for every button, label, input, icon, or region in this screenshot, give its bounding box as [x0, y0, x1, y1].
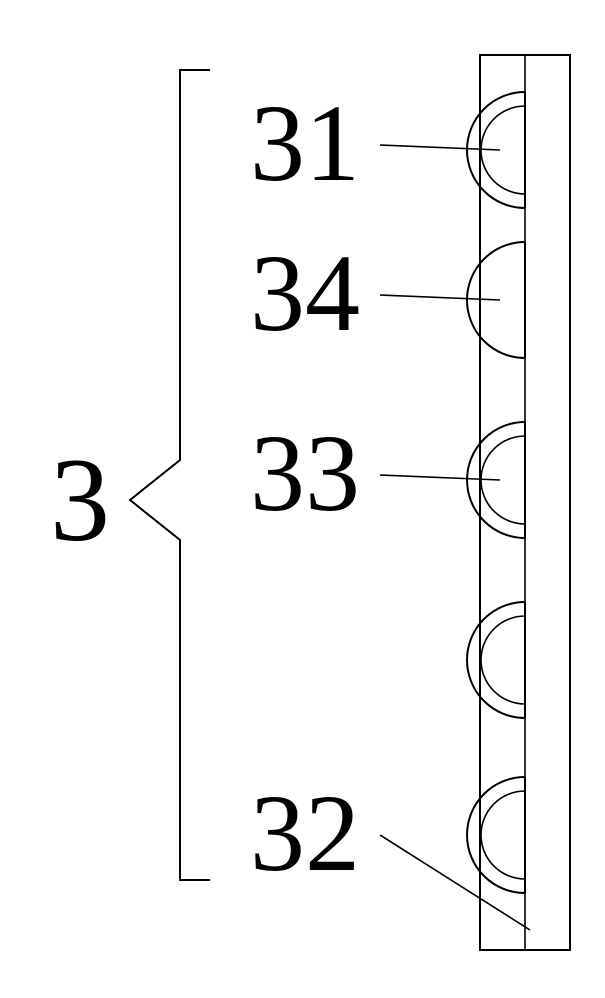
label-l31: 31 — [250, 82, 360, 204]
brace — [130, 70, 210, 880]
label-l34: 34 — [250, 232, 360, 354]
leader-l34 — [380, 295, 500, 300]
label-l32: 32 — [250, 772, 360, 894]
leader-l32 — [380, 835, 530, 930]
dome-outer — [467, 777, 525, 893]
dome-dX — [467, 602, 525, 718]
dome-inner — [481, 791, 525, 879]
leader-l31 — [380, 145, 500, 150]
leader-l33 — [380, 475, 500, 480]
dome-inner — [481, 616, 525, 704]
dome-d32 — [467, 777, 525, 893]
dome-outer — [467, 602, 525, 718]
label-l33: 33 — [250, 412, 360, 534]
label-main: 3 — [50, 433, 110, 566]
